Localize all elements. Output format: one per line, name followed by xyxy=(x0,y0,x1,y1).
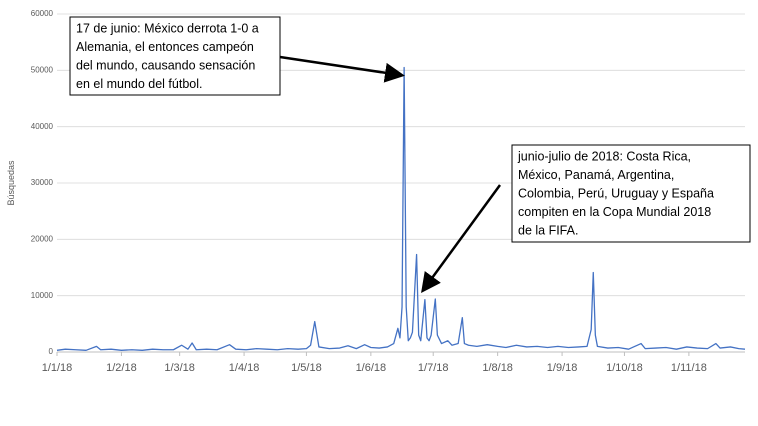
x-tick-label: 1/4/18 xyxy=(229,362,260,374)
annotation-box xyxy=(69,16,281,96)
annotation-text: del mundo, causando sensación xyxy=(76,58,255,72)
x-tick-label: 1/9/18 xyxy=(547,362,578,374)
line-series xyxy=(56,66,746,351)
annotation-text: Colombia, Perú, Uruguay y España xyxy=(518,186,714,200)
x-tick-label: 1/2/18 xyxy=(106,362,137,374)
annotation-text: México, Panamá, Argentina, xyxy=(518,168,674,182)
y-axis-label: Búsquedas xyxy=(6,160,16,206)
y-tick-label: 50000 xyxy=(31,65,54,74)
x-tick-label: 1/1/18 xyxy=(42,362,73,374)
annotation-text: 17 de junio: México derrota 1-0 a xyxy=(76,21,259,35)
annotation-box xyxy=(511,144,751,243)
y-tick-label: 40000 xyxy=(31,122,54,131)
annotation-text: de la FIFA. xyxy=(518,223,578,237)
annotation-text: Alemania, el entonces campeón xyxy=(76,40,254,54)
annotation-text: compiten en la Copa Mundial 2018 xyxy=(518,205,711,219)
y-tick-label: 10000 xyxy=(31,291,54,300)
x-tick-label: 1/8/18 xyxy=(482,362,513,374)
x-tick-label: 1/5/18 xyxy=(291,362,322,374)
annotation-arrow xyxy=(279,55,405,83)
annotation-text: en el mundo del fútbol. xyxy=(76,77,202,91)
y-tick-label: 60000 xyxy=(31,9,54,18)
x-tick-label: 1/3/18 xyxy=(164,362,195,374)
x-tick-label: 1/6/18 xyxy=(356,362,387,374)
x-tick-label: 1/7/18 xyxy=(418,362,449,374)
annotation-arrow xyxy=(421,184,502,294)
y-tick-label: 0 xyxy=(49,347,54,356)
annotation-text: junio-julio de 2018: Costa Rica, xyxy=(517,149,691,163)
x-tick-label: 1/11/18 xyxy=(671,362,707,374)
y-tick-label: 30000 xyxy=(31,178,54,187)
y-tick-label: 20000 xyxy=(31,234,54,243)
x-tick-label: 1/10/18 xyxy=(606,362,643,374)
